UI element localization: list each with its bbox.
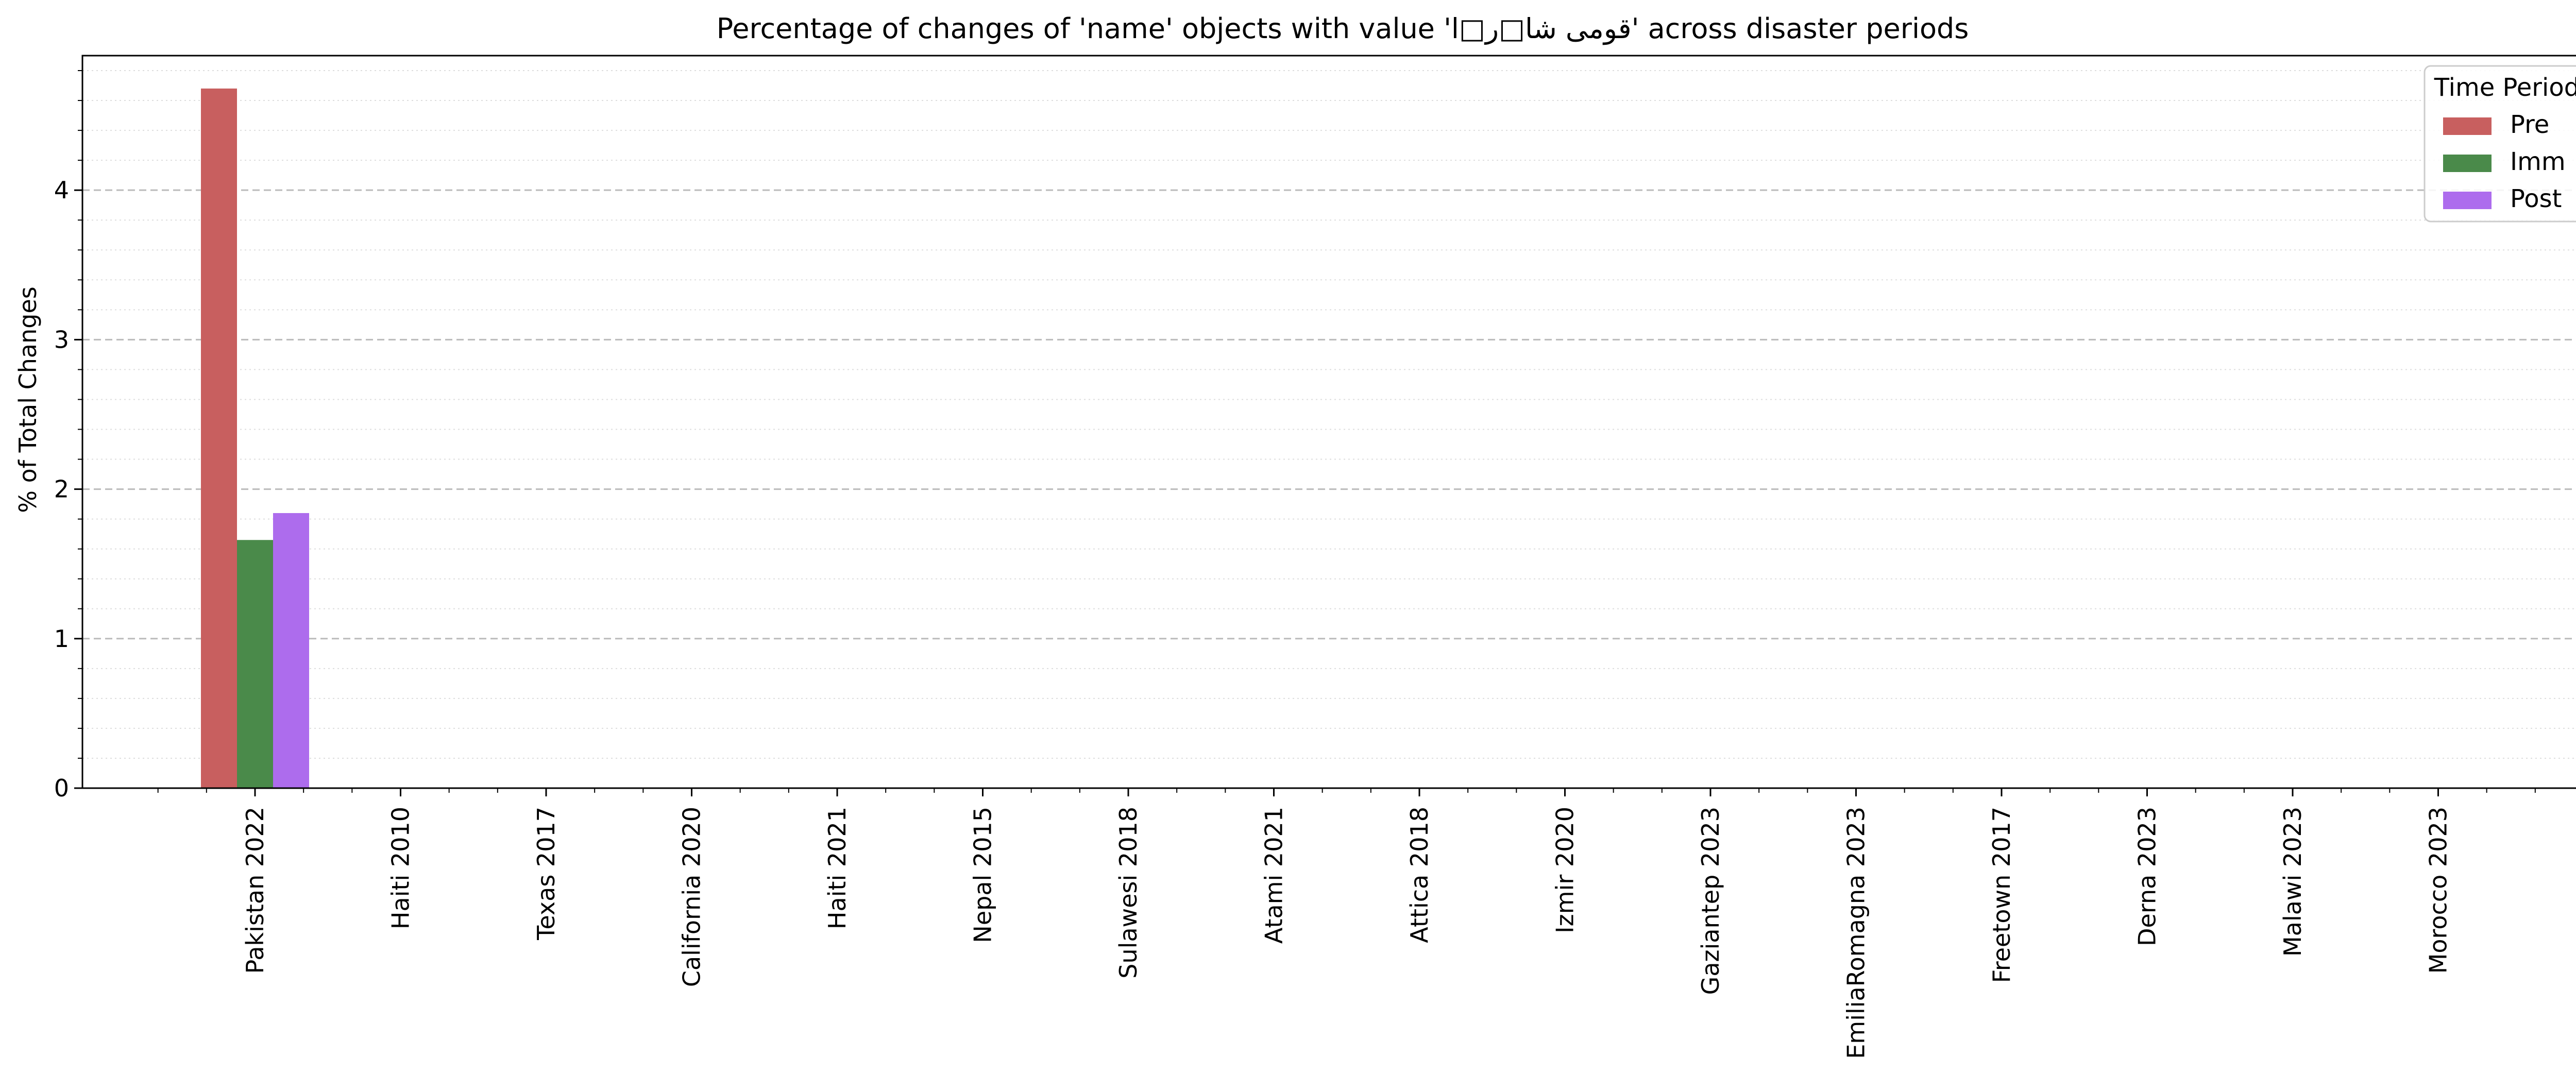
x-tick-label: Attica 2018 bbox=[1405, 807, 1433, 943]
legend-swatch-pre bbox=[2443, 117, 2492, 135]
x-tick-label: Izmir 2020 bbox=[1551, 807, 1579, 933]
x-tick-label: Gaziantep 2023 bbox=[1697, 807, 1724, 995]
x-tick-label: Malawi 2023 bbox=[2279, 807, 2307, 957]
y-tick-label: 0 bbox=[54, 774, 69, 802]
bar-pre bbox=[201, 88, 237, 789]
legend: Time Period Pre Imm Post bbox=[2424, 65, 2576, 223]
x-tick-label: Atami 2021 bbox=[1260, 807, 1288, 944]
plot-frame bbox=[81, 55, 2576, 789]
legend-swatch-imm bbox=[2443, 155, 2492, 172]
x-tick-label: Haiti 2010 bbox=[387, 807, 415, 929]
x-tick-label: Freetown 2017 bbox=[1988, 807, 2015, 983]
axes: 0 1 2 3 4 Pakistan 2022 Haiti 2010 Texas 2017 Ca… bbox=[54, 55, 2576, 1059]
x-tick-label: EmiliaRomagna 2023 bbox=[1842, 807, 1870, 1059]
y-tick-label: 1 bbox=[54, 625, 69, 653]
bars bbox=[201, 88, 309, 789]
bar-post bbox=[273, 513, 309, 788]
x-tick-label: Morocco 2023 bbox=[2425, 807, 2452, 974]
x-tick-label: Texas 2017 bbox=[532, 807, 560, 941]
legend-label-post: Post bbox=[2510, 184, 2562, 213]
x-tick-label: Sulawesi 2018 bbox=[1114, 807, 1142, 979]
x-tick-label: Haiti 2021 bbox=[823, 807, 851, 929]
chart-title: Percentage of changes of 'name' objects … bbox=[717, 12, 1969, 45]
grid-lines bbox=[82, 70, 2576, 759]
y-axis-label: % of Total Changes bbox=[14, 286, 42, 513]
legend-title: Time Period bbox=[2434, 73, 2576, 102]
legend-label-imm: Imm bbox=[2510, 147, 2566, 176]
bar-imm bbox=[237, 540, 273, 788]
x-tick-label: Derna 2023 bbox=[2133, 807, 2161, 946]
legend-box bbox=[2424, 65, 2576, 223]
x-tick-label: California 2020 bbox=[678, 807, 706, 987]
legend-label-pre: Pre bbox=[2510, 110, 2549, 139]
y-tick-label: 3 bbox=[54, 326, 69, 353]
x-tick-label: Pakistan 2022 bbox=[241, 807, 269, 974]
x-tick-label: Nepal 2015 bbox=[969, 807, 997, 943]
y-tick-label: 4 bbox=[54, 176, 69, 204]
y-tick-label: 2 bbox=[54, 475, 69, 503]
legend-swatch-post bbox=[2443, 192, 2492, 209]
